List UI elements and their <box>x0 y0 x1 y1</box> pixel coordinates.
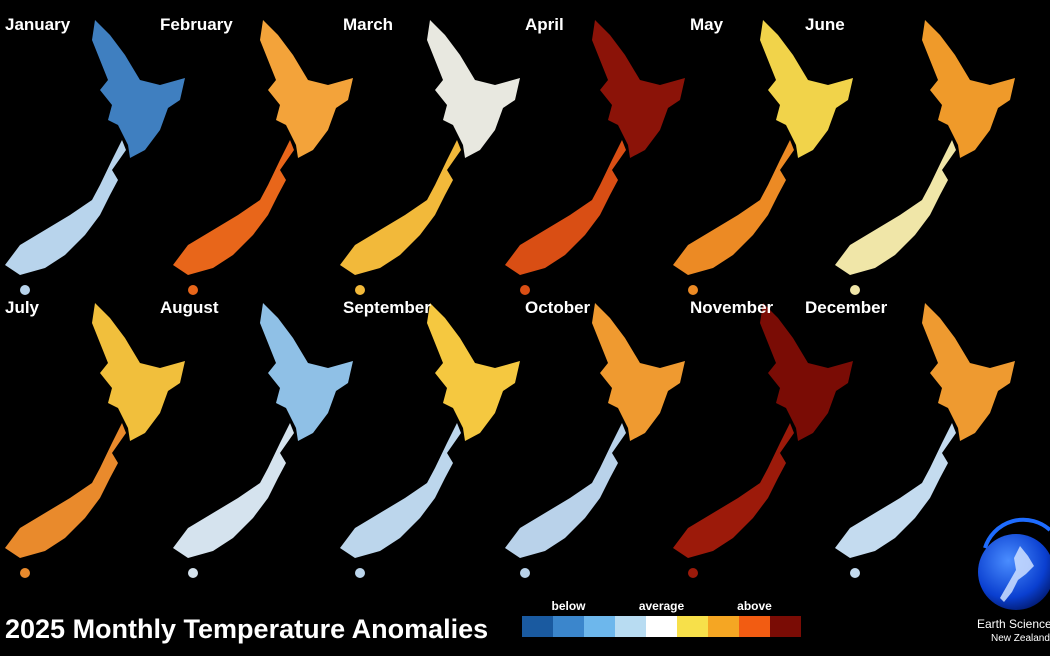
map-grid: January February March April May June July Augu… <box>5 15 1015 578</box>
month-map <box>673 20 853 295</box>
south-island <box>673 423 794 558</box>
stewart-island <box>188 285 198 295</box>
month-label: January <box>5 15 71 34</box>
month-label: August <box>160 298 219 317</box>
stewart-island <box>688 568 698 578</box>
stewart-island <box>688 285 698 295</box>
month-map <box>505 303 685 578</box>
month-label: April <box>525 15 564 34</box>
stewart-island <box>850 568 860 578</box>
south-island <box>673 140 794 275</box>
north-island <box>760 20 853 158</box>
month-label: October <box>525 298 591 317</box>
stewart-island <box>355 285 365 295</box>
legend-swatch <box>553 616 584 637</box>
stewart-island <box>520 568 530 578</box>
north-island <box>92 20 185 158</box>
north-island <box>427 20 520 158</box>
title: 2025 Monthly Temperature Anomalies <box>5 614 488 644</box>
south-island <box>5 423 126 558</box>
legend-swatch <box>739 616 770 637</box>
legend-label: above <box>737 599 772 613</box>
month-map <box>173 20 353 295</box>
month-map <box>673 303 853 578</box>
stewart-island <box>20 285 30 295</box>
north-island <box>922 20 1015 158</box>
legend-swatch <box>615 616 646 637</box>
south-island <box>340 423 461 558</box>
south-island <box>340 140 461 275</box>
legend-swatch <box>677 616 708 637</box>
month-map <box>5 20 185 295</box>
north-island <box>92 303 185 441</box>
logo-arc <box>983 517 1050 549</box>
legend-label: average <box>639 599 685 613</box>
north-island <box>922 303 1015 441</box>
north-island <box>592 303 685 441</box>
logo-text: Earth Sciences <box>977 617 1050 631</box>
north-island <box>260 20 353 158</box>
legend-swatch <box>770 616 801 637</box>
south-island <box>505 423 626 558</box>
south-island <box>5 140 126 275</box>
logo: Earth Sciences New Zealand <box>977 517 1050 644</box>
south-island <box>173 140 294 275</box>
month-map <box>835 303 1015 578</box>
month-label: May <box>690 15 724 34</box>
logo-globe <box>978 534 1050 610</box>
month-map <box>340 20 520 295</box>
logo-text: New Zealand <box>991 633 1050 644</box>
south-island <box>173 423 294 558</box>
month-map <box>173 303 353 578</box>
month-label: February <box>160 15 233 34</box>
legend-label: below <box>551 599 586 613</box>
stewart-island <box>355 568 365 578</box>
stewart-island <box>188 568 198 578</box>
legend: below average above <box>522 599 801 637</box>
north-island <box>592 20 685 158</box>
north-island <box>760 303 853 441</box>
legend-swatch <box>584 616 615 637</box>
month-label: June <box>805 15 845 34</box>
month-label: July <box>5 298 40 317</box>
month-map <box>835 20 1015 295</box>
month-label: September <box>343 298 431 317</box>
south-island <box>505 140 626 275</box>
month-label: November <box>690 298 774 317</box>
legend-swatch <box>522 616 553 637</box>
month-label: March <box>343 15 393 34</box>
north-island <box>260 303 353 441</box>
month-map <box>505 20 685 295</box>
north-island <box>427 303 520 441</box>
legend-swatch <box>646 616 677 637</box>
stewart-island <box>520 285 530 295</box>
south-island <box>835 140 956 275</box>
legend-swatch <box>708 616 739 637</box>
stewart-island <box>20 568 30 578</box>
month-map <box>340 303 520 578</box>
logo-nz <box>1000 546 1034 602</box>
stewart-island <box>850 285 860 295</box>
month-label: December <box>805 298 888 317</box>
south-island <box>835 423 956 558</box>
month-map <box>5 303 185 578</box>
